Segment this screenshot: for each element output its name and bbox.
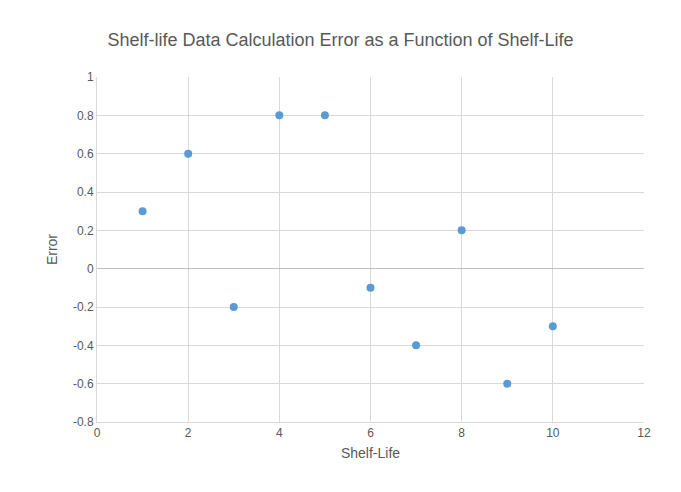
svg-text:-0.4: -0.4: [73, 339, 94, 353]
svg-text:0.2: 0.2: [77, 224, 94, 238]
svg-text:0.8: 0.8: [77, 109, 94, 123]
svg-text:Shelf-life Data Calculation Er: Shelf-life Data Calculation Error as a F…: [107, 30, 573, 50]
svg-text:4: 4: [276, 426, 283, 440]
svg-text:-0.2: -0.2: [73, 300, 94, 314]
svg-text:0.4: 0.4: [77, 185, 94, 199]
svg-text:12: 12: [637, 426, 651, 440]
svg-text:Error: Error: [44, 234, 60, 265]
svg-text:10: 10: [546, 426, 560, 440]
svg-text:0.6: 0.6: [77, 147, 94, 161]
svg-text:1: 1: [87, 70, 94, 84]
svg-text:-0.6: -0.6: [73, 377, 94, 391]
svg-text:2: 2: [185, 426, 192, 440]
svg-text:-0.8: -0.8: [73, 415, 94, 429]
svg-text:0: 0: [94, 426, 101, 440]
svg-text:6: 6: [367, 426, 374, 440]
svg-text:0: 0: [87, 262, 94, 276]
svg-text:8: 8: [458, 426, 465, 440]
svg-text:Shelf-Life: Shelf-Life: [341, 445, 400, 461]
